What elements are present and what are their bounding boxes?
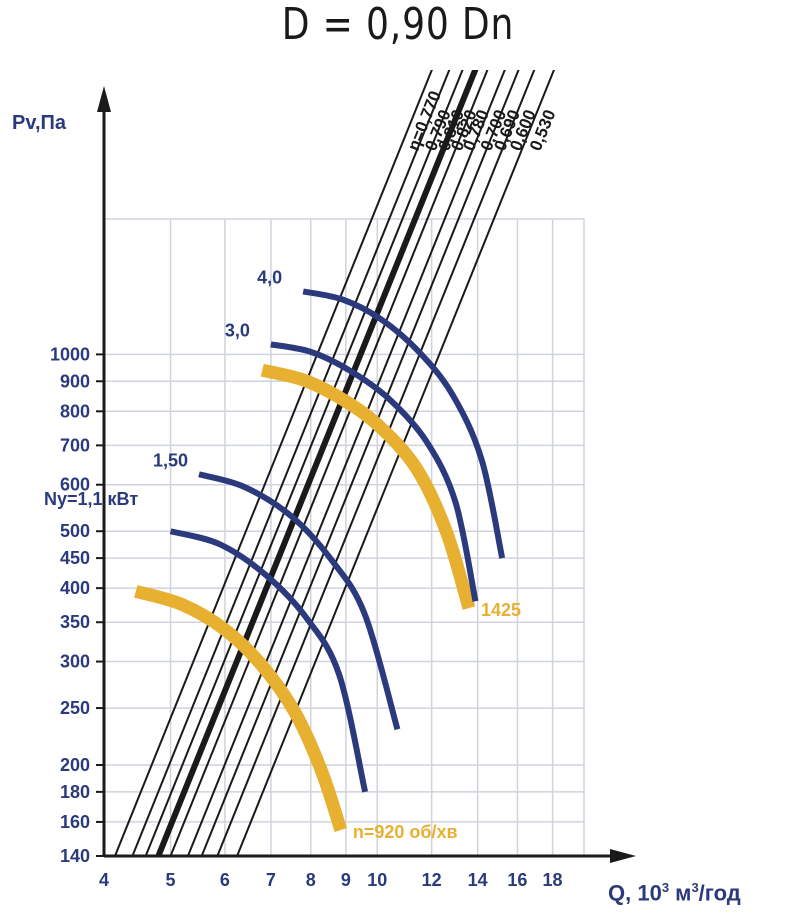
power-label: 3,0 (225, 320, 250, 340)
x-tick-label: 8 (306, 870, 316, 890)
y-tick-label: 700 (60, 435, 90, 455)
efficiency-line (144, 70, 464, 856)
y-tick-label: 400 (60, 578, 90, 598)
efficiency-line (114, 70, 433, 856)
efficiency-line (187, 70, 506, 856)
x-axis-label-unit-exp: 3 (691, 880, 699, 895)
efficiency-line (155, 70, 479, 856)
y-tick-label: 180 (60, 782, 90, 802)
x-axis-label-exp: 3 (661, 880, 670, 895)
efficiency-line (216, 70, 536, 856)
speed-label: 1425 (481, 600, 521, 620)
grid-frame (103, 218, 585, 857)
y-tick-label: 450 (60, 548, 90, 568)
x-tick-label: 9 (341, 870, 351, 890)
power-label: 1,50 (153, 450, 188, 470)
curve-labels: n=920 об/хв 1425 Ny=1,1 кВт 1,50 3,0 4,0 (44, 267, 521, 842)
y-axis-arrow (97, 86, 111, 112)
efficiency-labels: η=0,7700,7900,8100,8200,7800,7000,6900,6… (404, 88, 560, 153)
x-axis-label-unit-post: /год (698, 880, 741, 906)
x-tick-label: 16 (507, 870, 527, 890)
x-axis-arrow (610, 849, 636, 863)
power-curve (302, 288, 506, 559)
efficiency-line (131, 70, 451, 856)
y-tick-label: 250 (60, 698, 90, 718)
y-tick-label: 300 (60, 652, 90, 672)
y-tick-label: 800 (60, 401, 90, 421)
power-label: 4,0 (257, 267, 282, 287)
x-tick-label: 18 (543, 870, 563, 890)
power-curve (169, 528, 369, 793)
x-tick-label: 5 (166, 870, 176, 890)
power-label: Ny=1,1 кВт (44, 489, 138, 509)
x-tick-label: 7 (266, 870, 276, 890)
x-tick-label: 6 (220, 870, 230, 890)
y-tick-label: 1000 (50, 344, 90, 364)
efficiency-line (200, 70, 520, 856)
x-axis-label: Q, 103 м3/год (608, 880, 741, 906)
y-tick-label: 350 (60, 612, 90, 632)
speed-label: n=920 об/хв (353, 822, 458, 842)
y-tick-label: 600 (60, 475, 90, 495)
chart-title: D = 0,90 Dn (281, 0, 515, 50)
y-tick-label: 140 (60, 846, 90, 866)
power-curve (270, 341, 479, 602)
efficiency-line (169, 70, 489, 856)
curves (134, 288, 506, 833)
y-tick-label: 200 (60, 755, 90, 775)
x-axis-label-unit-pre: м (669, 880, 692, 906)
x-tick-label: 14 (468, 870, 488, 890)
y-tick-label: 160 (60, 812, 90, 832)
y-axis-label: Pv,Па (12, 112, 67, 134)
grid (96, 218, 585, 857)
speed-curve (260, 363, 476, 610)
y-tick-label: 900 (60, 371, 90, 391)
axes (97, 86, 636, 863)
x-tick-label: 4 (99, 870, 109, 890)
power-curve (198, 471, 401, 731)
y-tick-label: 500 (60, 521, 90, 541)
x-tick-label: 12 (422, 870, 442, 890)
x-axis-label-base: Q, 10 (608, 880, 662, 906)
tick-labels: 4 5 6 7 8 9 10 12 14 16 18 140 160 180 200 250 300 350 400… (50, 344, 563, 890)
x-tick-label: 10 (367, 870, 387, 890)
speed-curve (134, 585, 348, 833)
